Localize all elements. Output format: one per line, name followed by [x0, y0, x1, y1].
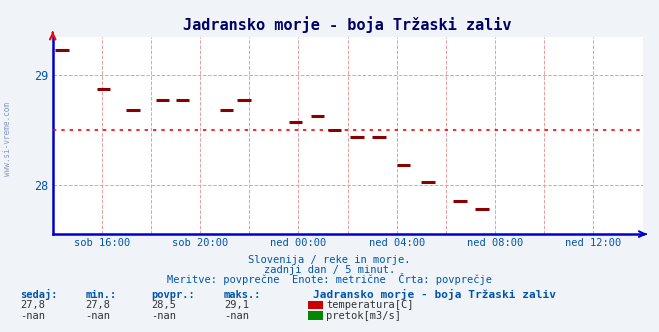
Text: -nan: -nan — [20, 311, 45, 321]
Text: sedaj:: sedaj: — [20, 289, 57, 300]
Text: 28,5: 28,5 — [152, 300, 177, 310]
Text: -nan: -nan — [86, 311, 111, 321]
Text: www.si-vreme.com: www.si-vreme.com — [3, 103, 13, 176]
Text: pretok[m3/s]: pretok[m3/s] — [326, 311, 401, 321]
Text: 27,8: 27,8 — [86, 300, 111, 310]
Text: min.:: min.: — [86, 290, 117, 300]
Text: Slovenija / reke in morje.: Slovenija / reke in morje. — [248, 255, 411, 265]
Text: -nan: -nan — [224, 311, 249, 321]
Text: zadnji dan / 5 minut.: zadnji dan / 5 minut. — [264, 265, 395, 275]
Title: Jadransko morje - boja Tržaski zaliv: Jadransko morje - boja Tržaski zaliv — [183, 16, 512, 33]
Text: 29,1: 29,1 — [224, 300, 249, 310]
Text: povpr.:: povpr.: — [152, 290, 195, 300]
Text: Jadransko morje - boja Tržaski zaliv: Jadransko morje - boja Tržaski zaliv — [313, 289, 556, 300]
Text: maks.:: maks.: — [224, 290, 262, 300]
Text: temperatura[C]: temperatura[C] — [326, 300, 414, 310]
Text: Meritve: povprečne  Enote: metrične  Črta: povprečje: Meritve: povprečne Enote: metrične Črta:… — [167, 273, 492, 285]
Text: -nan: -nan — [152, 311, 177, 321]
Text: 27,8: 27,8 — [20, 300, 45, 310]
